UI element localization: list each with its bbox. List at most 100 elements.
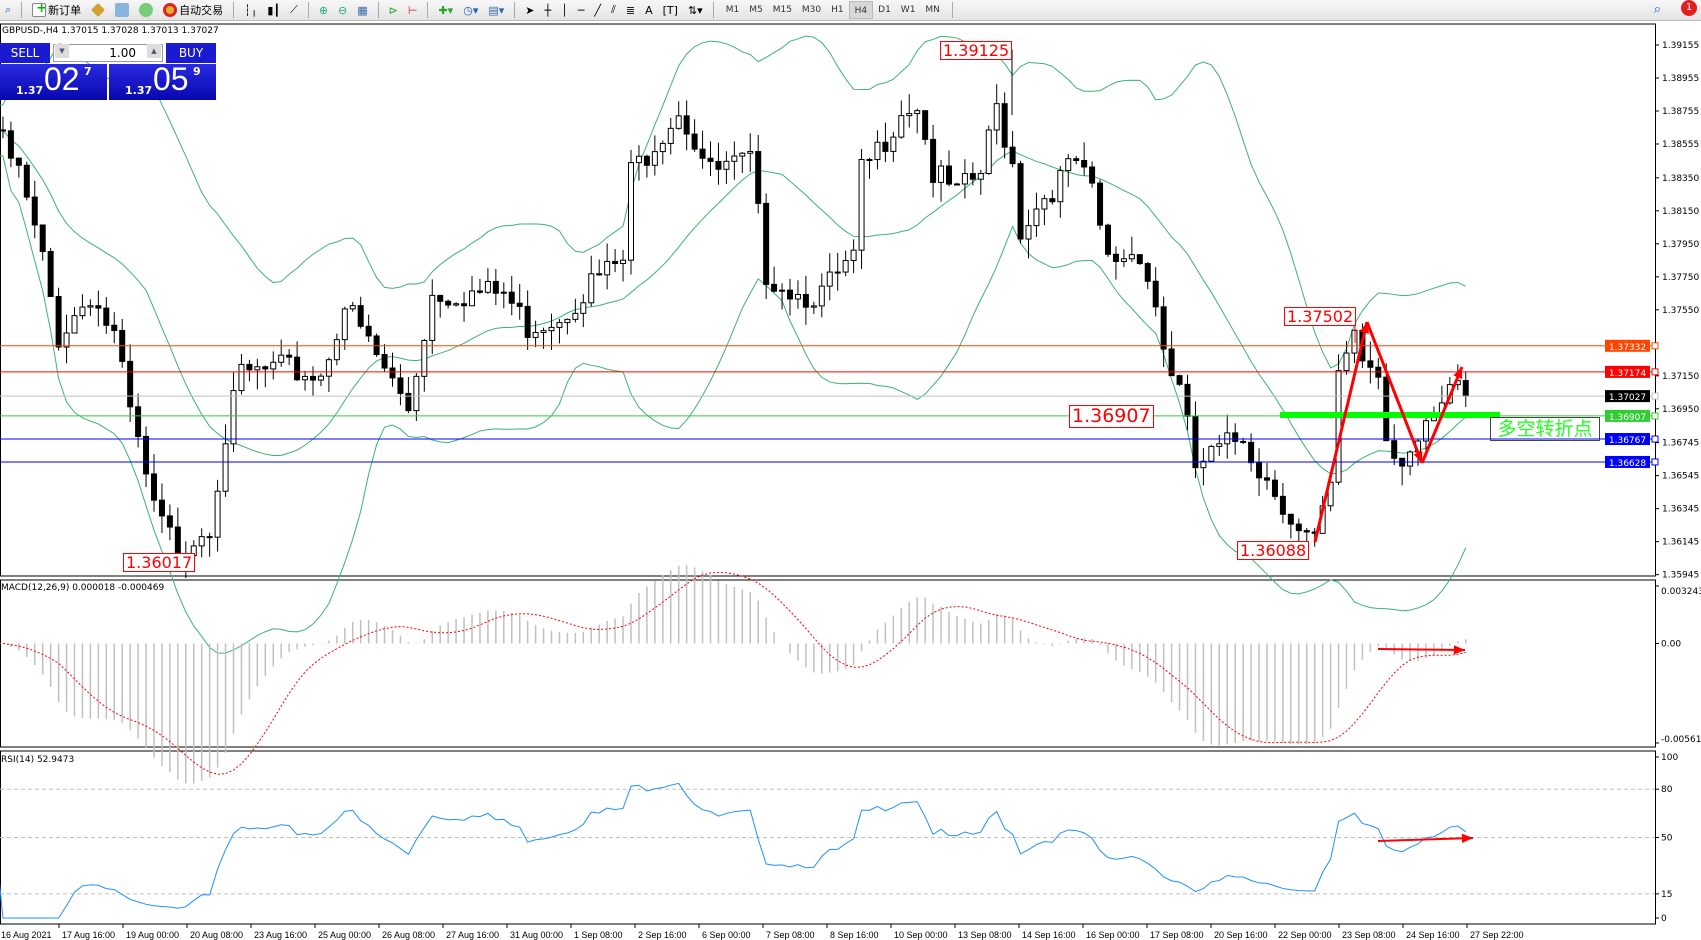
time-tick-label: 16 Aug 2021: [1, 930, 52, 940]
price-label-high[interactable]: 1.39125: [940, 41, 1013, 60]
price-tick-label: 1.36145: [1662, 538, 1699, 548]
zoom-out-icon[interactable]: ⊖: [338, 3, 348, 17]
zigzag-arrow-up-path: [1313, 321, 1369, 543]
bear-candle: [787, 289, 793, 300]
bear-candle: [492, 280, 499, 294]
bear-candle: [1256, 462, 1263, 479]
timeframe-d1[interactable]: D1: [878, 5, 891, 15]
bull-candle: [842, 259, 849, 273]
price-label-pivot[interactable]: 1.36907: [1069, 405, 1154, 428]
lot-decrease-button[interactable]: ▼: [55, 44, 69, 58]
text-tool-icon[interactable]: A: [645, 3, 653, 17]
price-line-badge: [1605, 409, 1650, 422]
price-label-swing-high[interactable]: 1.37502: [1284, 307, 1357, 326]
timeframe-m30[interactable]: M30: [801, 5, 822, 15]
rsi-line: [0, 782, 1467, 919]
price-tick-label: 1.36745: [1662, 439, 1699, 449]
chart-title: GBPUSD-,H4 1.37015 1.37028 1.37013 1.370…: [2, 26, 219, 36]
tile-windows-icon[interactable]: ▦: [357, 3, 368, 17]
bear-candle: [1176, 375, 1183, 385]
bull-candle: [914, 110, 921, 115]
sell-price[interactable]: 1.37 02 7: [0, 61, 107, 100]
price-tick-label: 1.38955: [1662, 74, 1699, 84]
crosshair-icon[interactable]: ┼: [544, 3, 552, 17]
timeframe-m1[interactable]: M1: [725, 5, 740, 15]
time-tick-label: 19 Aug 00:00: [126, 930, 179, 940]
arrows-tool-icon[interactable]: ⇅▾: [687, 3, 703, 17]
time-tick-label: 23 Sep 08:00: [1342, 930, 1396, 940]
price-tick-label: 1.37550: [1662, 306, 1699, 316]
bull-candle: [993, 103, 1000, 131]
bull-candle: [198, 536, 205, 547]
bear-candle: [103, 307, 110, 326]
macd-tick-label: -0.005616: [1661, 735, 1701, 745]
search-icon[interactable]: ⌕: [5, 3, 12, 16]
pivot-zone-line: [1280, 412, 1500, 418]
chart-shift-icon[interactable]: ⊢: [407, 3, 418, 17]
bar-chart-icon[interactable]: ┆╷: [244, 3, 258, 17]
timeframe-m15[interactable]: M15: [772, 5, 792, 15]
auto-trading-button[interactable]: 自动交易: [160, 1, 226, 19]
indicators-icon[interactable]: ✚▾: [438, 3, 454, 17]
price-line-handle: [1651, 458, 1659, 466]
trendline-icon[interactable]: ╱: [594, 3, 601, 17]
bull-candle: [858, 159, 865, 251]
price-label-low-2[interactable]: 1.36088: [1237, 541, 1310, 560]
bear-candle: [206, 536, 213, 539]
auto-scroll-icon[interactable]: ⊳: [388, 3, 398, 17]
time-tick-label: 17 Aug 16:00: [62, 930, 115, 940]
line-chart-icon[interactable]: ⟋: [290, 3, 298, 16]
buy-price[interactable]: 1.37 05 9: [109, 61, 216, 100]
lot-increase-button[interactable]: ▲: [147, 44, 161, 58]
lot-size-input[interactable]: 1.00: [53, 44, 163, 62]
turning-point-text[interactable]: 多空转折点: [1490, 417, 1600, 441]
new-order-button[interactable]: + 新订单: [29, 1, 84, 19]
buy-button[interactable]: BUY: [166, 43, 216, 63]
bear-candle: [1248, 441, 1255, 464]
signals-button[interactable]: [136, 1, 156, 19]
label-tool-icon[interactable]: [T]: [662, 3, 678, 17]
toolbar-divider: [21, 2, 23, 18]
navigator-button[interactable]: [112, 1, 132, 19]
timeframe-w1[interactable]: W1: [900, 5, 916, 15]
timeframe-m5[interactable]: M5: [749, 5, 763, 15]
timeframe-mn[interactable]: MN: [925, 5, 940, 15]
rsi-arrow-path: [1377, 837, 1474, 842]
bear-candle: [516, 302, 523, 307]
bear-candle: [381, 354, 388, 369]
bull-candle: [556, 322, 563, 328]
notification-badge[interactable]: 1: [1681, 0, 1697, 16]
zoom-in-icon[interactable]: ⊕: [318, 3, 329, 17]
search-icon[interactable]: ⌕: [1653, 2, 1661, 17]
periods-icon[interactable]: ◷▾: [463, 3, 479, 17]
bear-candle: [166, 515, 173, 528]
bear-candle: [969, 173, 976, 180]
auto-trading-label: 自动交易: [179, 4, 224, 17]
timeframe-bar: M1 M5 M15 M30 H1 H4 D1 W1 MN: [721, 1, 945, 19]
vertical-line-icon[interactable]: │: [561, 3, 568, 17]
horizontal-line-icon[interactable]: ─: [577, 3, 585, 17]
market-watch-button[interactable]: [88, 1, 108, 19]
bull-candle: [1351, 329, 1358, 354]
bull-candle: [564, 318, 571, 324]
timeframe-h4[interactable]: H4: [848, 1, 874, 19]
bear-candle: [373, 335, 380, 356]
bear-candle: [127, 360, 134, 408]
bull-candle: [985, 129, 992, 175]
bear-candle: [643, 155, 650, 166]
bull-candle: [79, 306, 86, 317]
channel-icon[interactable]: ⫽: [610, 3, 616, 16]
bear-candle: [1279, 495, 1286, 515]
bear-candle: [1112, 253, 1119, 262]
price-label-low[interactable]: 1.36017: [123, 553, 196, 572]
bear-candle: [294, 356, 301, 381]
new-order-label: 新订单: [48, 4, 82, 17]
bear-candle: [23, 164, 30, 198]
timeframe-h1[interactable]: H1: [831, 5, 844, 15]
sell-button[interactable]: SELL: [0, 43, 50, 63]
templates-icon[interactable]: ▤▾: [488, 3, 505, 17]
cursor-icon[interactable]: ➤: [525, 3, 535, 17]
fibonacci-icon[interactable]: ≣: [625, 3, 636, 17]
chart-canvas[interactable]: 1.39155 1.38955 1.38755 1.38555 1.38350 1.381…: [0, 22, 1701, 940]
candlestick-icon[interactable]: ▮┃: [267, 3, 281, 17]
